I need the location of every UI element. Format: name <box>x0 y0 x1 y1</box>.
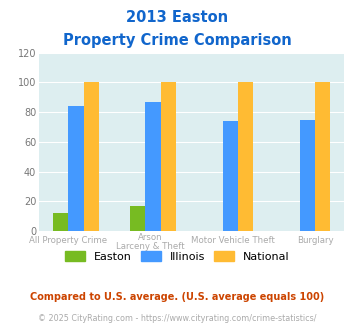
Bar <box>300 119 315 231</box>
Bar <box>130 206 146 231</box>
Text: 2013 Easton: 2013 Easton <box>126 10 229 25</box>
Legend: Easton, Illinois, National: Easton, Illinois, National <box>61 247 294 267</box>
Text: © 2025 CityRating.com - https://www.cityrating.com/crime-statistics/: © 2025 CityRating.com - https://www.city… <box>38 314 317 323</box>
Text: Property Crime Comparison: Property Crime Comparison <box>63 33 292 48</box>
Text: Arson: Arson <box>138 233 163 242</box>
Bar <box>238 82 253 231</box>
Bar <box>161 82 176 231</box>
Text: All Property Crime: All Property Crime <box>29 236 107 245</box>
Text: Burglary: Burglary <box>297 236 334 245</box>
Text: Larceny & Theft: Larceny & Theft <box>116 242 185 250</box>
Bar <box>223 121 238 231</box>
Text: Motor Vehicle Theft: Motor Vehicle Theft <box>191 236 275 245</box>
Bar <box>315 82 331 231</box>
Bar <box>146 102 161 231</box>
Bar <box>53 213 69 231</box>
Text: Compared to U.S. average. (U.S. average equals 100): Compared to U.S. average. (U.S. average … <box>31 292 324 302</box>
Bar <box>69 106 84 231</box>
Bar <box>84 82 99 231</box>
